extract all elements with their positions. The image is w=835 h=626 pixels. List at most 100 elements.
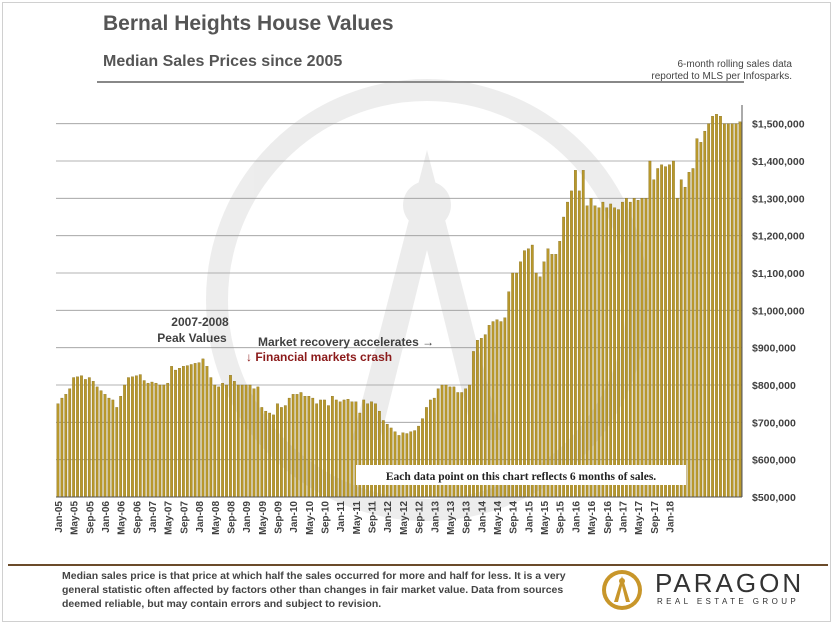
bar [87,377,91,498]
bar [99,390,103,498]
bar [225,384,228,498]
bar [68,388,72,498]
bar [350,401,354,498]
bar [385,424,389,498]
x-tick-label: Sep-11 [368,501,379,534]
x-tick-label: May-12 [399,501,410,535]
bar [401,432,405,498]
bar [127,377,130,498]
bar [150,381,154,498]
bar [142,380,146,498]
bar [170,366,173,498]
bar-series [56,114,742,498]
bar [123,384,126,498]
bar [95,386,99,498]
y-tick-label: $800,000 [752,380,796,392]
bar [574,170,577,498]
bar [189,364,193,498]
bar [687,172,691,498]
bar [589,198,593,498]
bar [138,374,142,498]
bar [60,397,64,498]
bar [315,403,319,498]
x-tick-label: Sep-12 [415,501,426,534]
footer-divider [8,564,828,566]
bar [236,384,240,498]
bar [280,407,283,498]
x-tick-label: Sep-05 [85,501,96,534]
x-tick-label: Sep-06 [132,501,143,534]
bar [64,394,68,498]
footnote: Median sales price is that price at whic… [62,570,566,610]
bar [538,276,542,498]
bar [644,198,648,498]
bar [636,200,640,498]
bar [581,170,585,498]
x-tick-label: Jan-14 [477,501,488,533]
bar [209,377,213,498]
bar [260,407,264,498]
bar [648,160,652,498]
x-tick-label: Sep-13 [462,501,473,534]
bar [178,368,181,498]
bar [632,198,636,498]
bar [711,116,714,498]
bar [131,376,134,498]
bar [640,198,644,498]
bar [613,207,616,498]
x-tick-label: Jan-16 [571,501,582,533]
x-tick-label: Jan-07 [148,501,159,533]
source-note-line2: reported to MLS per Infosparks. [651,71,792,82]
x-tick-label: Jan-11 [336,501,347,533]
x-tick-label: Jan-15 [524,501,535,533]
bar [115,407,119,498]
bar [232,381,236,498]
bar [515,272,518,498]
bar [342,399,346,498]
bar [695,138,699,498]
y-tick-label: $1,500,000 [752,119,805,131]
x-tick-label: Jan-09 [242,501,253,533]
bar [691,168,695,498]
x-tick-label: Sep-08 [226,501,237,534]
bar [276,403,279,498]
bar [256,386,260,498]
recovery-annotation: Market recovery accelerates → [258,335,434,349]
x-tick-label: Jan-12 [383,501,394,533]
y-tick-label: $1,300,000 [752,193,805,205]
peak-annotation-line1: 2007-2008 [171,315,229,329]
bar [660,164,663,498]
bar [656,168,660,498]
bar [621,201,624,498]
x-tick-label: Jan-08 [195,501,206,533]
bar [597,207,601,498]
bar [252,388,256,498]
source-note: 6-month rolling sales data reported to M… [622,59,792,83]
bar [221,382,224,498]
bar [193,363,197,498]
x-tick-label: Jan-18 [666,501,677,533]
bar [158,384,162,498]
x-tick-label: May-15 [540,501,551,535]
bar [534,272,538,498]
bar [307,396,311,498]
bar [197,362,201,498]
bar [103,394,107,498]
bar [72,377,75,498]
bar [421,418,424,498]
crash-annotation: ↓ Financial markets crash [246,350,392,364]
x-tick-label: May-08 [211,501,222,535]
bar [334,399,338,498]
bar [330,396,334,498]
bar [601,201,605,498]
y-tick-label: $600,000 [752,455,796,467]
bar [76,376,79,498]
bar [80,375,83,498]
bar [217,386,221,498]
x-axis-tick-labels: Jan-05 May-05 Sep-05 Jan-06 May-06 Sep-06 Jan-… [54,501,677,535]
bar [319,399,322,498]
bar [272,414,275,498]
chart-subtitle: Median Sales Prices since 2005 [103,53,343,70]
bar [327,405,330,498]
bar [268,412,272,498]
